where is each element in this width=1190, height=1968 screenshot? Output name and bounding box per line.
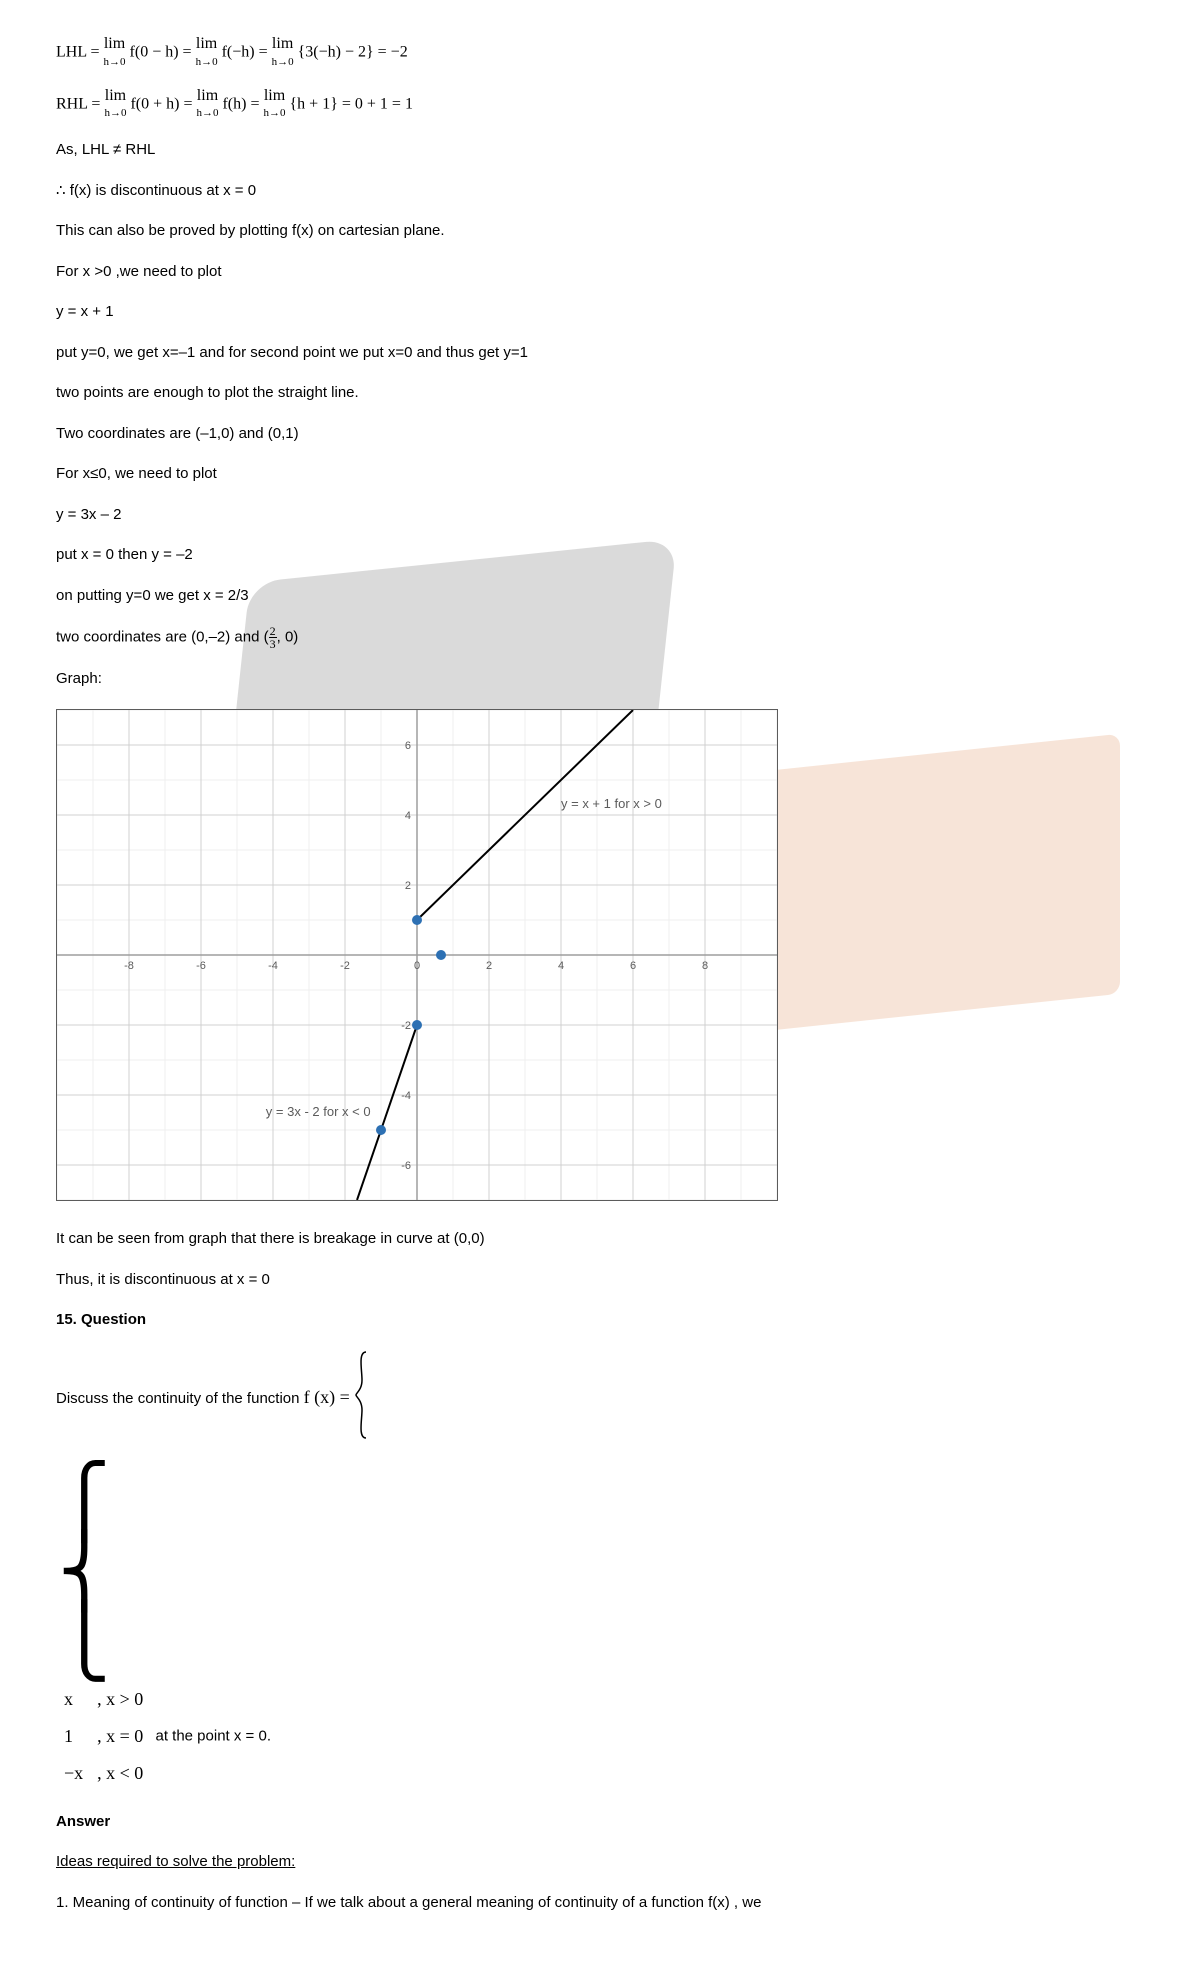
rhl-a: f(0 + h) = <box>130 95 196 112</box>
line-14: on putting y=0 we get x = 2/3 <box>56 585 1134 608</box>
line-17: It can be seen from graph that there is … <box>56 1228 1134 1251</box>
q-pre: Discuss the continuity of the function <box>56 1390 304 1407</box>
svg-text:y = 3x - 2 for x < 0: y = 3x - 2 for x < 0 <box>266 1104 371 1119</box>
lhl-prefix: LHL = <box>56 43 104 60</box>
pw2a: 1 <box>58 1719 89 1754</box>
rhl-prefix: RHL = <box>56 95 104 112</box>
question-body: Discuss the continuity of the function f… <box>56 1350 1134 1448</box>
line-4: ∴ f(x) is discontinuous at x = 0 <box>56 180 1134 203</box>
svg-text:6: 6 <box>630 960 636 972</box>
lhl-a: f(0 − h) = <box>130 43 196 60</box>
document-content: LHL = limh→0 f(0 − h) = limh→0 f(−h) = l… <box>56 36 1134 1914</box>
line-3: As, LHL ≠ RHL <box>56 139 1134 162</box>
svg-text:-2: -2 <box>401 1020 411 1032</box>
svg-text:0: 0 <box>414 960 420 972</box>
svg-text:-6: -6 <box>196 960 206 972</box>
l15-pre: two coordinates are (0,–2) and ( <box>56 629 269 646</box>
pw3a: −x <box>58 1756 89 1791</box>
pw1b: , x > 0 <box>91 1682 149 1717</box>
svg-text:-6: -6 <box>401 1160 411 1172</box>
rhl-b: f(h) = <box>222 95 263 112</box>
line-8: put y=0, we get x=–1 and for second poin… <box>56 342 1134 365</box>
line-9: two points are enough to plot the straig… <box>56 382 1134 405</box>
svg-text:2: 2 <box>405 880 411 892</box>
lim-6: limh→0 <box>263 88 285 122</box>
answer-title: Answer <box>56 1811 1134 1834</box>
line-6: For x >0 ,we need to plot <box>56 261 1134 284</box>
svg-text:2: 2 <box>486 960 492 972</box>
question-title: 15. Question <box>56 1309 1134 1332</box>
line-16: Graph: <box>56 668 1134 691</box>
svg-text:-4: -4 <box>268 960 278 972</box>
line-13: put x = 0 then y = –2 <box>56 544 1134 567</box>
pw2b: , x = 0 <box>91 1719 149 1754</box>
lim-1: limh→0 <box>104 36 126 70</box>
svg-text:8: 8 <box>702 960 708 972</box>
line-15: two coordinates are (0,–2) and (23, 0) <box>56 625 1134 650</box>
piecewise-cases: x, x > 0 1, x = 0 −x, x < 0 <box>56 1680 151 1793</box>
graph-chart: -8 -6 -4 -2 0 2 4 6 8 -6 -4 -2 2 4 6 y = x + 1 for x > … <box>56 709 778 1201</box>
lim-5: limh→0 <box>196 88 218 122</box>
lhl-line: LHL = limh→0 f(0 − h) = limh→0 f(−h) = l… <box>56 36 1134 70</box>
rhl-c: {h + 1} = 0 + 1 = 1 <box>289 95 412 112</box>
answer-subtitle: Ideas required to solve the problem: <box>56 1851 1134 1874</box>
q-fx: f (x) = <box>304 1387 355 1407</box>
line-11: For x≤0, we need to plot <box>56 463 1134 486</box>
line-7: y = x + 1 <box>56 301 1134 324</box>
svg-text:-4: -4 <box>401 1090 411 1102</box>
line-5: This can also be proved by plotting f(x)… <box>56 220 1134 243</box>
piecewise-function <box>354 1350 368 1448</box>
fraction-2-3: 23 <box>269 625 277 650</box>
svg-text:4: 4 <box>405 810 411 822</box>
lim-4: limh→0 <box>104 88 126 122</box>
lhl-c: {3(−h) − 2} = −2 <box>298 43 408 60</box>
svg-text:4: 4 <box>558 960 564 972</box>
line-10: Two coordinates are (–1,0) and (0,1) <box>56 423 1134 446</box>
pw3b: , x < 0 <box>91 1756 149 1791</box>
answer-line-1: 1. Meaning of continuity of function – I… <box>56 1892 1134 1915</box>
lhl-b: f(−h) = <box>222 43 272 60</box>
lim-2: limh→0 <box>196 36 218 70</box>
pw1a: x <box>58 1682 89 1717</box>
svg-text:y = x + 1 for x > 0: y = x + 1 for x > 0 <box>561 796 662 811</box>
l15-post: , 0) <box>277 629 299 646</box>
lim-3: limh→0 <box>272 36 294 70</box>
q-post: at the point x = 0. <box>155 1727 271 1744</box>
left-brace: ⎧⎨⎩ <box>58 1468 113 1678</box>
rhl-line: RHL = limh→0 f(0 + h) = limh→0 f(h) = li… <box>56 88 1134 122</box>
line-12: y = 3x – 2 <box>56 504 1134 527</box>
svg-text:-2: -2 <box>340 960 350 972</box>
line-18: Thus, it is discontinuous at x = 0 <box>56 1269 1134 1292</box>
svg-text:6: 6 <box>405 740 411 752</box>
svg-text:-8: -8 <box>124 960 134 972</box>
